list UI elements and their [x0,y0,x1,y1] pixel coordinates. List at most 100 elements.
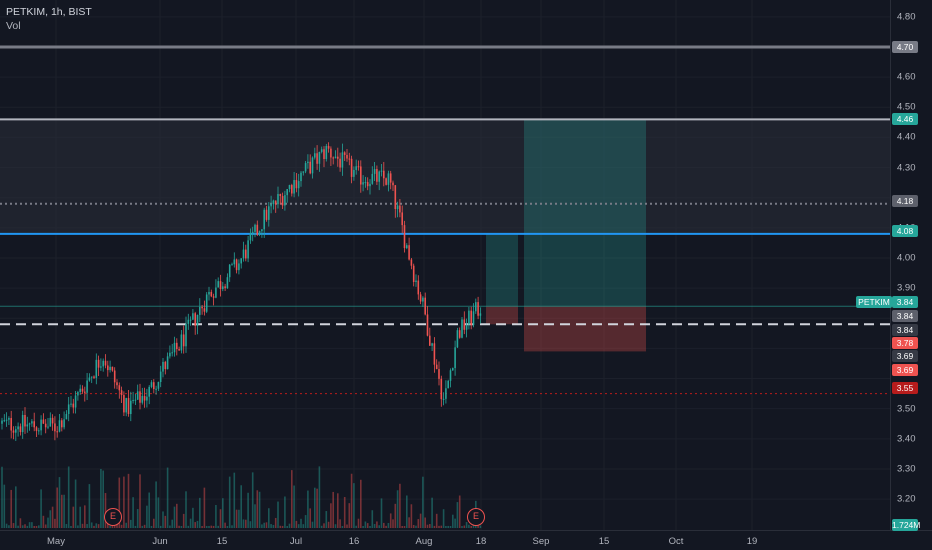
candle-body [107,365,109,371]
price-axis[interactable] [890,0,932,530]
price-tick-label: 4.40 [897,131,916,143]
volume-bar [412,524,415,528]
time-tick-label: Aug [415,536,433,547]
candle-body [258,231,261,235]
candle-body [371,173,374,184]
volume-bar [417,519,420,528]
candle-body [51,417,54,424]
position-target-zone [486,233,518,307]
candle-body [311,157,314,174]
candle-body [417,280,420,295]
volume-bar [162,511,164,528]
volume-bar [346,524,348,528]
candle-body [291,185,293,194]
time-axis[interactable] [0,530,932,550]
candle-body [392,182,394,186]
candle-body [438,369,440,379]
volume-bar [387,523,390,528]
candle-body [452,368,454,371]
volume-bar [146,505,148,528]
volume-bar [403,525,406,528]
candle-body [17,426,19,430]
volume-bar [88,484,91,528]
candle-body [348,158,351,160]
candle-body [433,343,436,365]
candle-body [327,145,330,149]
legend-symbol[interactable]: PETKIM [6,6,46,18]
volume-bar [33,525,35,528]
volume-bar [353,483,355,528]
volume-bar [130,519,132,528]
volume-bar [10,489,12,528]
candle-body [394,185,397,210]
candle-body [461,319,463,338]
candle-body [155,388,157,390]
volume-bar [366,523,369,528]
volume-bar [40,489,42,528]
volume-bar [291,470,293,528]
volume-bar [81,523,84,528]
candle-body [1,420,3,424]
candle-body [44,423,47,428]
volume-bar [84,505,86,528]
candle-body [447,380,449,389]
volume-bar [337,493,339,528]
volume-bar [58,477,61,528]
legend-interval[interactable]: 1h [50,6,63,18]
candle-body [270,204,272,207]
volume-bar [65,523,68,528]
volume-bar [406,495,408,528]
candle-body [369,183,371,187]
volume-bar [392,519,394,528]
candle-body [477,302,479,316]
price-level-tag: 4.08 [892,225,918,237]
candle-body [26,424,29,427]
volume-bar [378,525,380,528]
earnings-marker-may[interactable]: E [104,508,122,526]
candle-body [323,149,325,159]
candle-body [111,366,114,371]
volume-bar [295,520,298,528]
candle-body [355,166,357,170]
volume-bar [410,504,413,528]
candle-body [24,414,26,427]
volume-bar [461,525,463,528]
candle-body [426,314,429,336]
volume-bar [123,476,125,528]
price-tick-label: 4.80 [897,11,916,23]
candle-body [314,153,316,158]
time-tick-label: 19 [746,536,758,547]
candle-body [201,307,203,309]
legend-volume[interactable]: Vol [6,20,21,32]
price-tick-label: 4.50 [897,101,916,113]
candle-body [268,206,270,220]
candle-body [346,154,348,159]
volume-bar [72,506,75,528]
candle-body [479,313,482,316]
volume-bar [327,521,330,528]
candle-body [350,158,353,177]
candle-body [247,240,249,259]
volume-bar [210,525,213,528]
candle-body [28,423,31,425]
price-level-tag: 3.84 [892,310,918,322]
candle-body [157,381,160,389]
volume-bar [185,491,187,528]
candle-body [143,395,146,401]
candle-body [337,156,339,159]
volume-bar [148,492,150,528]
volume-bar [97,524,100,528]
volume-bar [408,517,410,528]
candle-body [468,310,470,325]
volume-bar [224,522,226,528]
candle-body [320,149,323,152]
earnings-marker-aug[interactable]: E [467,508,485,526]
candle-body [70,403,72,405]
candle-body [235,259,238,271]
candle-body [77,392,79,396]
candle-body [284,195,286,206]
candle-body [125,398,127,413]
candle-body [81,388,84,392]
